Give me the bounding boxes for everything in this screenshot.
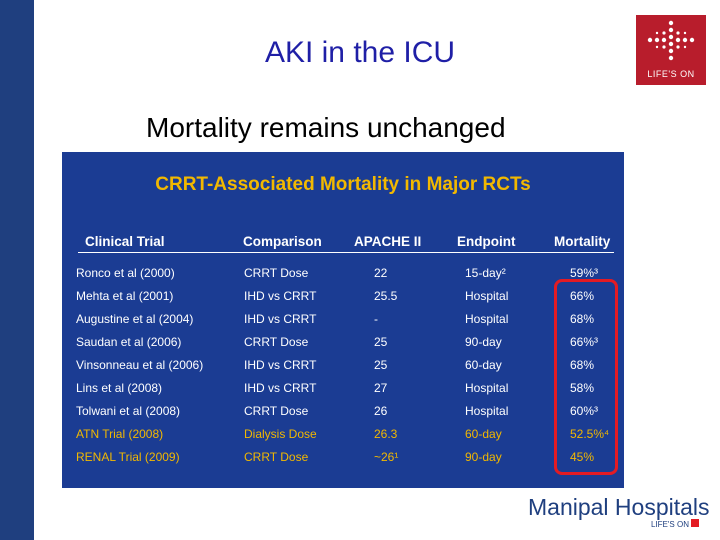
- cell-trial: Lins et al (2008): [76, 381, 163, 395]
- cell-apache: 26.3: [374, 427, 398, 441]
- cell-apache: 22: [374, 266, 388, 280]
- mortality-highlight-box: [554, 279, 618, 475]
- cell-mortality: 66%³: [570, 335, 599, 349]
- cell-mortality: 66%: [570, 289, 595, 303]
- cell-apache: 25.5: [374, 289, 398, 303]
- cell-comparison: CRRT Dose: [244, 404, 309, 418]
- cell-mortality: 52.5%⁴: [570, 427, 610, 441]
- header-clinical-trial: Clinical Trial: [85, 234, 165, 249]
- cell-comparison: IHD vs CRRT: [244, 312, 317, 326]
- slide-title: AKI in the ICU: [264, 36, 456, 69]
- mortality-table-panel: CRRT-Associated Mortality in Major RCTs …: [62, 152, 624, 488]
- cell-endpoint: Hospital: [465, 381, 509, 395]
- cell-trial: RENAL Trial (2009): [76, 450, 180, 464]
- cell-mortality: 45%: [570, 450, 595, 464]
- cell-apache: 25: [374, 335, 388, 349]
- header-comparison: Comparison: [243, 234, 322, 249]
- header-apache: APACHE II: [354, 234, 422, 249]
- header-endpoint: Endpoint: [457, 234, 516, 249]
- brand-name: Manipal Hospitals: [528, 494, 710, 520]
- cell-trial: Vinsonneau et al (2006): [76, 358, 204, 372]
- cell-endpoint: 15-day²: [465, 266, 506, 280]
- cell-comparison: CRRT Dose: [244, 335, 309, 349]
- cell-mortality: 59%³: [570, 266, 599, 280]
- brand-tagline: LIFE'S ON: [651, 520, 689, 529]
- cell-comparison: Dialysis Dose: [244, 427, 317, 441]
- logo-text: LIFE'S ON: [647, 69, 695, 79]
- cell-mortality: 68%: [570, 312, 595, 326]
- brand-mark-icon: [691, 519, 699, 527]
- cell-trial: Augustine et al (2004): [76, 312, 194, 326]
- cell-mortality: 68%: [570, 358, 595, 372]
- cell-endpoint: 60-day: [465, 358, 502, 372]
- cell-endpoint: 90-day: [465, 450, 502, 464]
- cell-trial: ATN Trial (2008): [76, 427, 164, 441]
- cell-trial: Saudan et al (2006): [76, 335, 182, 349]
- cell-apache: 27: [374, 381, 388, 395]
- cell-endpoint: Hospital: [465, 312, 509, 326]
- cell-trial: Ronco et al (2000): [76, 266, 175, 280]
- cell-apache: -: [374, 312, 378, 326]
- cell-endpoint: Hospital: [465, 289, 509, 303]
- cell-comparison: IHD vs CRRT: [244, 381, 317, 395]
- brand-logo: LIFE'S ON: [636, 15, 706, 85]
- cell-apache: ~26¹: [374, 450, 399, 464]
- header-mortality: Mortality: [554, 234, 611, 249]
- cell-mortality: 60%³: [570, 404, 599, 418]
- left-accent-bar: [0, 0, 34, 540]
- cell-apache: 26: [374, 404, 388, 418]
- cell-trial: Mehta et al (2001): [76, 289, 174, 303]
- cell-comparison: IHD vs CRRT: [244, 289, 317, 303]
- cross-dots-icon: [647, 20, 695, 61]
- cell-mortality: 58%: [570, 381, 595, 395]
- cell-trial: Tolwani et al (2008): [76, 404, 181, 418]
- panel-title: CRRT-Associated Mortality in Major RCTs: [155, 174, 531, 195]
- cell-comparison: CRRT Dose: [244, 266, 309, 280]
- cell-apache: 25: [374, 358, 388, 372]
- header-divider: [78, 252, 614, 253]
- cell-comparison: CRRT Dose: [244, 450, 309, 464]
- cell-comparison: IHD vs CRRT: [244, 358, 317, 372]
- cell-endpoint: 60-day: [465, 427, 502, 441]
- cell-endpoint: 90-day: [465, 335, 502, 349]
- cell-endpoint: Hospital: [465, 404, 509, 418]
- slide-subtitle: Mortality remains unchanged: [146, 112, 506, 143]
